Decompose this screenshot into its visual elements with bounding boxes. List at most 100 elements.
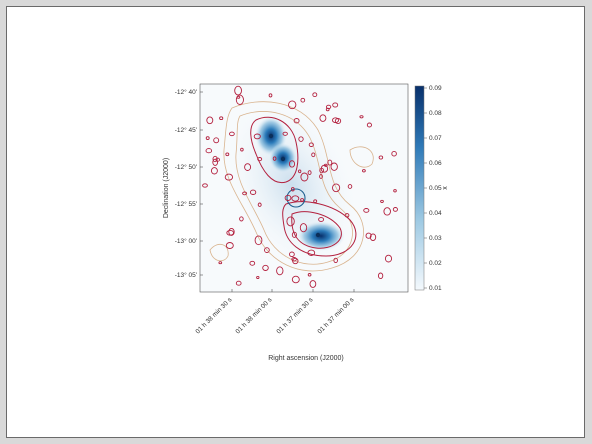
- compact-source: [289, 251, 295, 258]
- compact-source: [298, 169, 302, 174]
- compact-source: [391, 150, 397, 157]
- marker-ring: [286, 188, 306, 208]
- x-axis-label: Right ascension (J2000): [268, 355, 344, 362]
- compact-source: [299, 223, 308, 233]
- compact-source: [262, 264, 269, 271]
- compact-source: [284, 194, 292, 201]
- compact-source: [363, 208, 370, 213]
- compact-source: [344, 213, 350, 218]
- compact-source: [393, 189, 397, 193]
- contour-outer-3: [209, 243, 229, 262]
- map-frame: [199, 83, 409, 293]
- compact-source: [234, 85, 242, 96]
- compact-source: [309, 280, 317, 288]
- compact-source: [330, 162, 338, 171]
- compact-source: [212, 155, 218, 163]
- compact-source: [286, 216, 295, 227]
- compact-source: [288, 160, 296, 168]
- marker-south: [315, 232, 321, 238]
- colorbar: 0.09 0.08 0.07 0.06 0.05 0.04 0.03 0.02 0.01: [414, 85, 442, 292]
- compact-source: [213, 137, 220, 144]
- compact-source: [206, 116, 214, 125]
- compact-source: [300, 172, 309, 182]
- source-south: [297, 221, 345, 251]
- compact-source: [254, 235, 263, 246]
- compact-source: [239, 216, 244, 222]
- x-axis: 01 h 38 min 30 s 01 h 38 min 00 s 01 h 37 …: [194, 289, 356, 335]
- compact-source: [300, 97, 306, 103]
- compact-source: [362, 169, 366, 173]
- compact-source: [242, 191, 248, 196]
- compact-source: [291, 231, 297, 238]
- contour-north: [250, 116, 299, 184]
- y-tick-label: -12° 55': [175, 200, 197, 208]
- compact-source: [332, 117, 339, 124]
- compact-source: [298, 136, 304, 142]
- compact-source: [365, 232, 372, 239]
- colorbar-tick-label: 0.02: [429, 260, 442, 267]
- contour-outer-1: [223, 101, 364, 272]
- compact-source: [272, 156, 277, 161]
- compact-source: [319, 114, 327, 122]
- compact-source: [205, 136, 210, 140]
- compact-source: [268, 93, 273, 98]
- y-tick-label: -13° 05': [175, 271, 197, 279]
- compact-source: [323, 163, 328, 167]
- compact-source: [319, 174, 323, 179]
- compact-source: [219, 116, 224, 121]
- compact-source: [307, 170, 312, 175]
- compact-source: [313, 199, 318, 204]
- compact-source: [333, 257, 338, 264]
- compact-source: [205, 148, 213, 154]
- compact-source: [218, 261, 223, 265]
- compact-source: [282, 131, 288, 136]
- colorbar-tick-label: 0.01: [429, 285, 442, 292]
- compact-source: [318, 217, 325, 222]
- compact-source: [253, 133, 261, 140]
- compact-source: [235, 280, 242, 286]
- compact-source: [228, 227, 235, 236]
- colorbar-tick-label: 0.08: [429, 110, 442, 117]
- x-tick-label: 01 h 38 min 30 s: [194, 296, 233, 335]
- compact-source: [300, 198, 305, 202]
- compact-source: [319, 167, 325, 174]
- colorbar-tick-label: 0.03: [429, 235, 442, 242]
- compact-source: [257, 202, 262, 207]
- compact-source: [332, 102, 339, 108]
- compact-source: [347, 184, 353, 189]
- y-tick-label: -12° 40': [175, 88, 197, 96]
- compact-source: [384, 254, 393, 263]
- compact-source: [249, 189, 257, 195]
- compact-source: [202, 183, 208, 188]
- y-axis: -12° 40' -12° 45' -12° 50' -12° 55' -13° 00'…: [175, 88, 203, 279]
- colorbar-ramp: [414, 85, 425, 291]
- compact-source: [225, 152, 230, 157]
- colorbar-tick-label: 0.09: [429, 85, 442, 92]
- compact-source: [380, 199, 384, 203]
- compact-source: [378, 155, 384, 160]
- compact-source: [383, 207, 391, 216]
- compact-source: [256, 275, 260, 280]
- compact-source: [264, 247, 270, 253]
- compact-source: [212, 158, 219, 166]
- contour-south-inner: [291, 211, 342, 249]
- x-tick-label: 01 h 37 min 00 s: [316, 296, 355, 335]
- y-tick-label: -12° 50': [175, 163, 197, 171]
- colorbar-tick-label: 0.06: [429, 160, 442, 167]
- outer-contours: [209, 101, 374, 272]
- compact-source: [291, 195, 300, 202]
- y-tick-label: -12° 45': [175, 126, 197, 134]
- compact-source: [327, 159, 333, 166]
- compact-source: [210, 167, 218, 175]
- colorbar-tick-label: 0.05: [429, 185, 442, 192]
- compact-source: [312, 92, 318, 98]
- compact-source: [291, 257, 297, 262]
- compact-source: [377, 272, 384, 280]
- compact-source: [236, 95, 241, 99]
- compact-source: [240, 147, 244, 152]
- compact-source: [332, 183, 341, 193]
- compact-source: [369, 233, 377, 241]
- marker-middle: [280, 156, 286, 162]
- compact-source: [257, 157, 263, 162]
